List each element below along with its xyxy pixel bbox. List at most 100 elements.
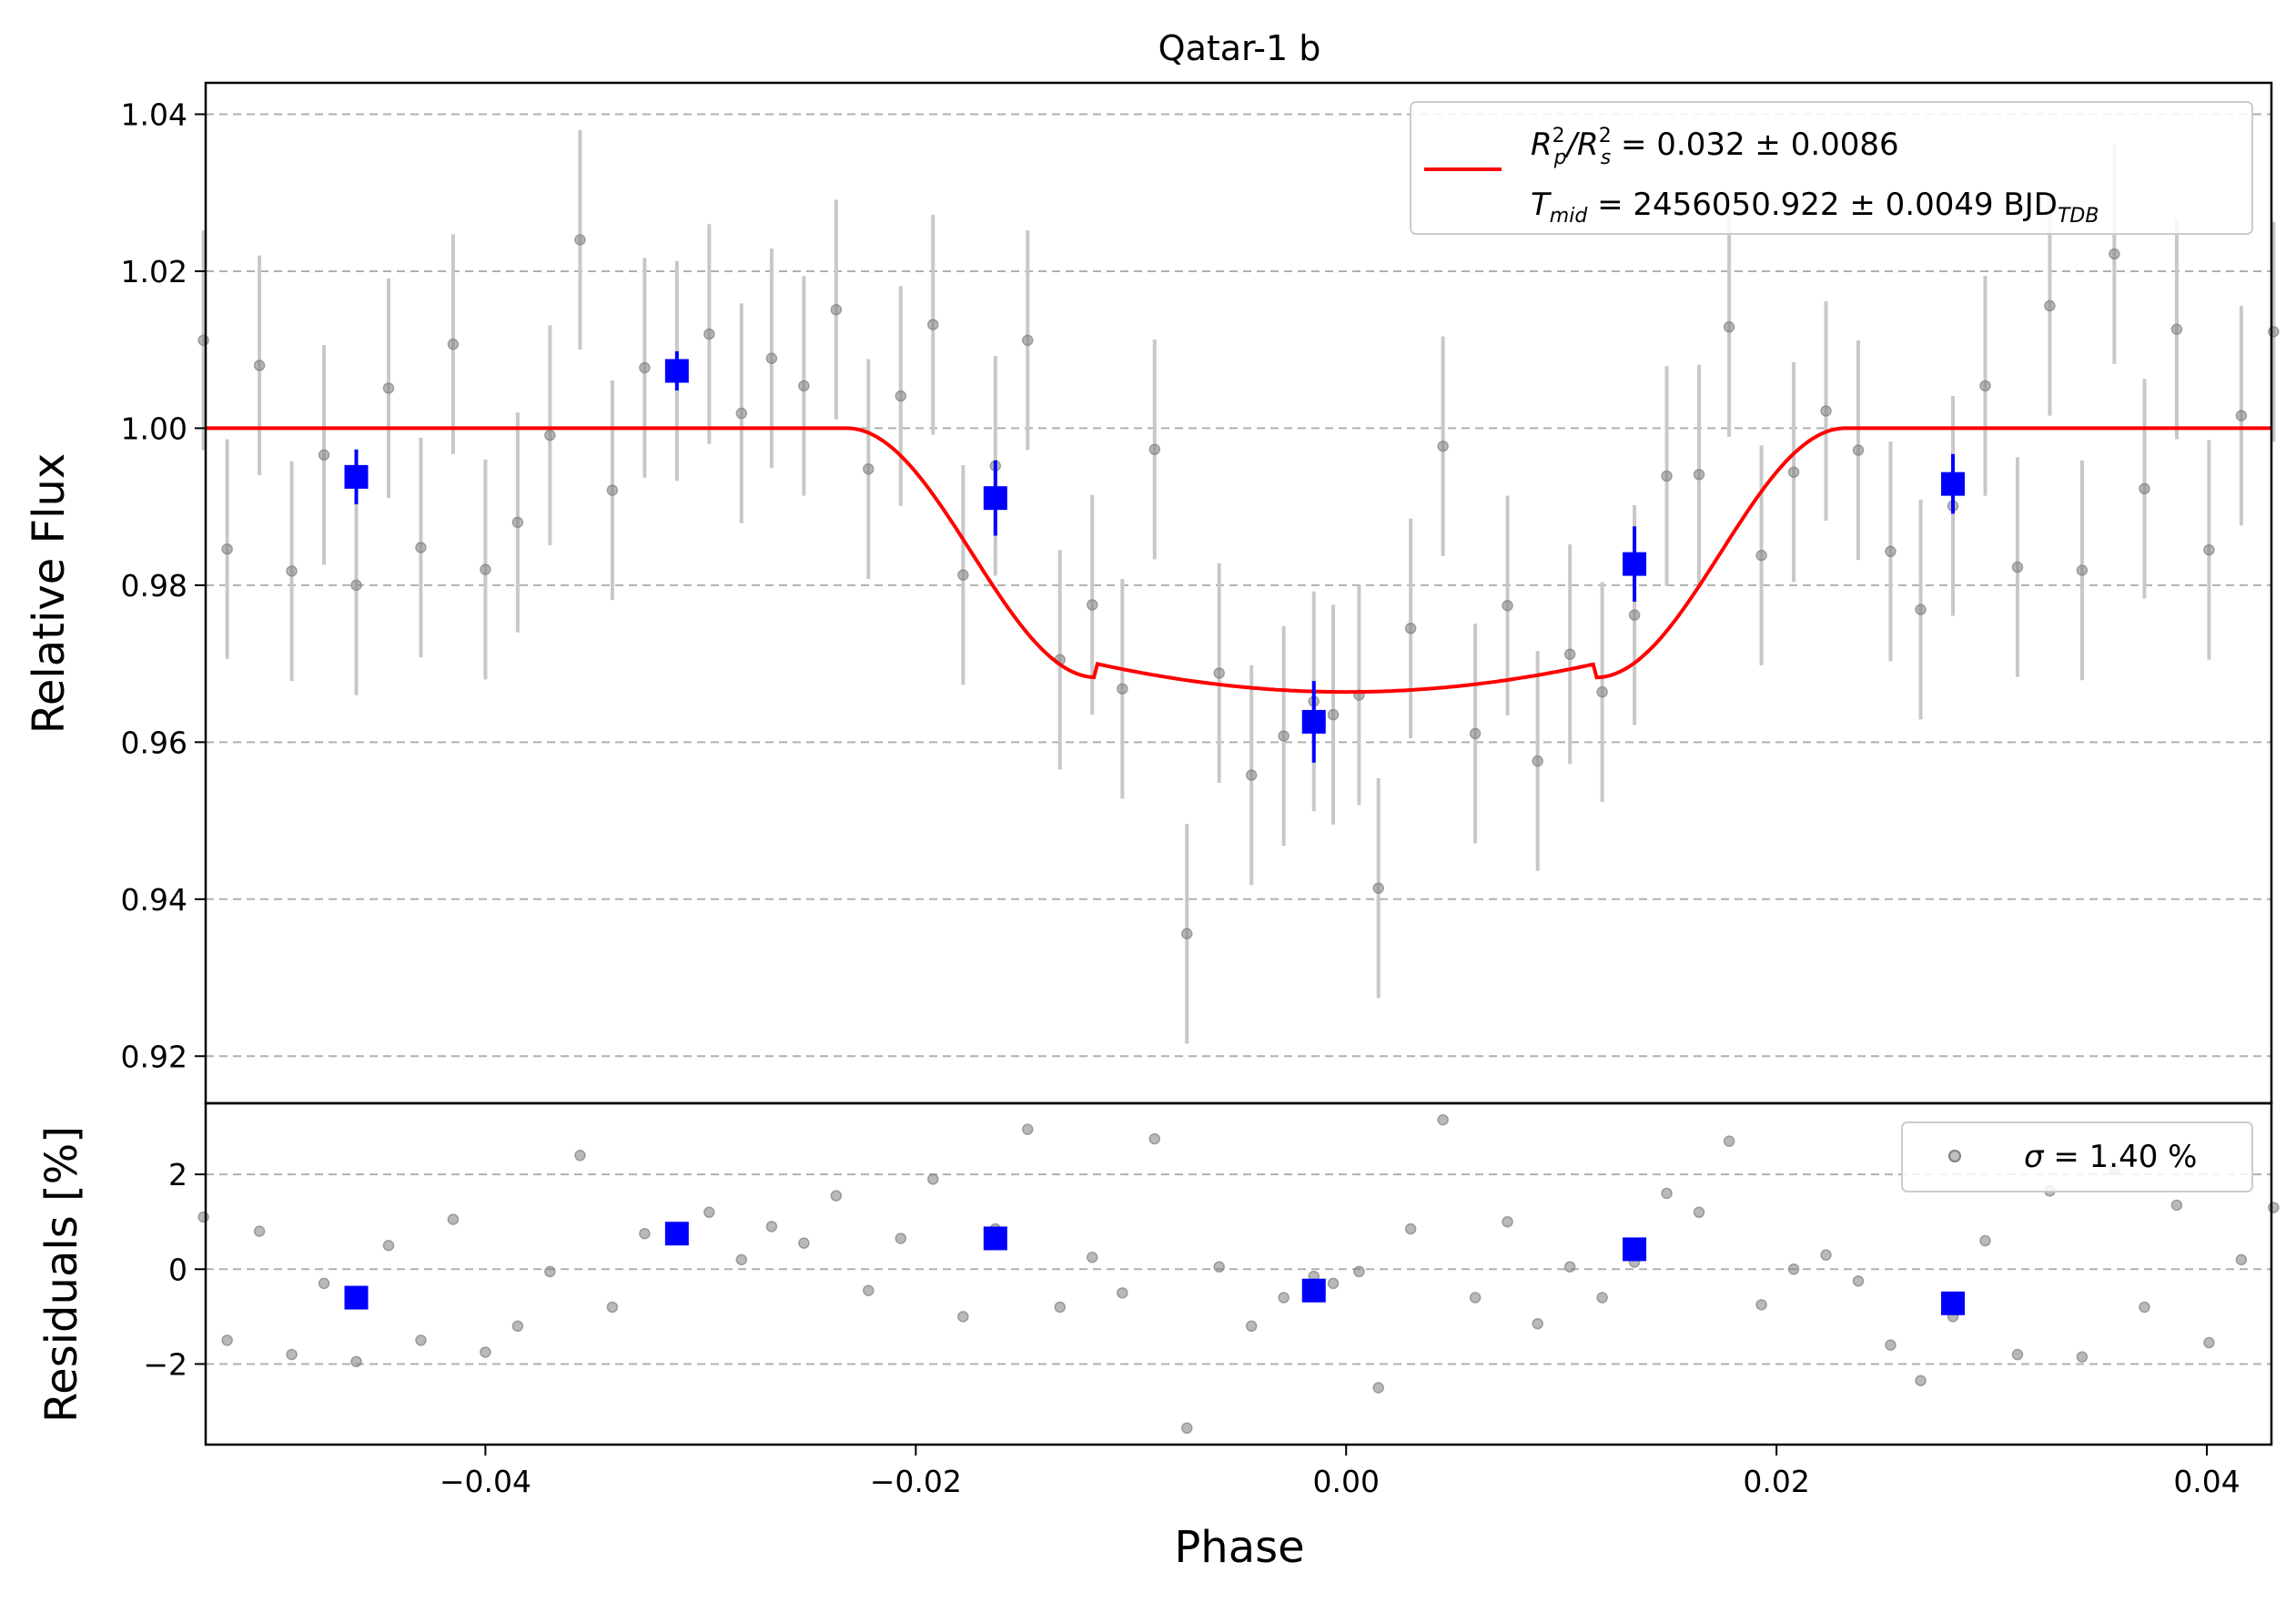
flux-raw-point [318, 449, 330, 461]
residuals-binned-point [1941, 1291, 1966, 1315]
residuals-raw-point [1723, 1135, 1735, 1147]
flux-binned-point [1623, 552, 1647, 576]
flux-legend-box [1410, 101, 2253, 235]
flux-raw-point [1787, 466, 1800, 478]
residuals-legend-swatch [1948, 1150, 1961, 1162]
residuals-raw-point [1327, 1277, 1340, 1290]
residuals-raw-point [511, 1320, 524, 1333]
flux-legend-depth-entry: R2 p/R2 s = 0.032 ± 0.0086 [1531, 125, 1899, 169]
flux-y-axis-label: Relative Flux [24, 453, 75, 735]
residuals-raw-point [830, 1190, 843, 1202]
flux-raw-point [2139, 482, 2150, 495]
residuals-raw-point [1563, 1261, 1576, 1273]
residuals-raw-point [1755, 1299, 1767, 1311]
residuals-y-axis-label: Residuals [%] [36, 1126, 87, 1423]
residuals-raw-point [318, 1277, 330, 1290]
flux-raw-point [480, 563, 491, 575]
flux-raw-point [798, 380, 810, 392]
residuals-y-ticks: −2 0 2 [143, 1157, 206, 1382]
flux-raw-points [197, 129, 2280, 1044]
residuals-raw-point [1979, 1234, 1991, 1247]
flux-raw-point [253, 360, 266, 371]
legend-depth-sup1: 2 [1553, 125, 1565, 147]
residuals-y-tick-label: 2 [168, 1157, 187, 1192]
flux-raw-point [2203, 543, 2215, 556]
residuals-binned-point [344, 1285, 369, 1310]
residuals-raw-point [1353, 1265, 1365, 1278]
phase-x-axis-label: Phase [1174, 1522, 1304, 1573]
residuals-raw-point [447, 1213, 460, 1225]
legend-tmid-value: = 2456050.922 ± 0.0049 BJD [1587, 187, 2058, 223]
residuals-binned-points [344, 1222, 1966, 1315]
flux-raw-point [415, 542, 427, 553]
phase-x-tick-label: −0.02 [870, 1464, 962, 1499]
residuals-raw-point [1086, 1252, 1098, 1263]
legend-depth-sub1: p [1553, 147, 1567, 169]
flux-raw-point [1723, 320, 1735, 333]
phase-x-tick-label: 0.04 [2173, 1464, 2240, 1499]
residuals-raw-point [765, 1221, 778, 1233]
legend-depth-r1: R [1531, 127, 1553, 163]
residuals-raw-point [2011, 1348, 2024, 1361]
residuals-raw-point [2076, 1351, 2089, 1363]
flux-raw-point [1915, 604, 1927, 615]
residuals-raw-point [1885, 1339, 1896, 1351]
residuals-raw-point [2139, 1301, 2150, 1314]
flux-raw-point [895, 390, 907, 402]
flux-raw-point [447, 338, 460, 350]
flux-y-tick-label: 0.98 [121, 568, 187, 604]
flux-panel: 0.92 0.94 0.96 0.98 1.00 1.02 1.04 Relative Fl… [24, 81, 2280, 1105]
residuals-raw-point [350, 1355, 362, 1368]
flux-raw-point [382, 382, 395, 394]
residuals-binned-point [664, 1222, 689, 1246]
flux-raw-point [2044, 299, 2056, 312]
residuals-raw-point [221, 1334, 233, 1346]
residuals-raw-point [2235, 1253, 2248, 1266]
flux-raw-point [1693, 469, 1705, 481]
flux-raw-point [926, 319, 939, 330]
residuals-raw-point [1693, 1206, 1705, 1219]
flux-binned-point [344, 464, 369, 489]
flux-raw-point [1820, 405, 1832, 417]
phase-x-ticks: −0.04 −0.02 0.00 0.02 0.04 [440, 1445, 2240, 1499]
flux-legend: R2 p/R2 s = 0.032 ± 0.0086 Tmid = 2456050.… [1410, 101, 2253, 235]
residuals-raw-point [286, 1348, 298, 1361]
flux-raw-point [574, 234, 586, 246]
flux-binned-point [664, 359, 689, 383]
legend-depth-value: = 0.032 ± 0.0086 [1611, 127, 1899, 163]
residuals-raw-point [1054, 1301, 1066, 1314]
flux-raw-point [2235, 410, 2248, 421]
residuals-raw-point [2203, 1336, 2215, 1349]
flux-raw-point [1628, 609, 1641, 621]
residuals-raw-point [1022, 1123, 1034, 1135]
residuals-raw-point [1596, 1292, 1608, 1304]
flux-raw-point [1245, 769, 1258, 781]
flux-legend-tmid-entry: Tmid = 2456050.922 ± 0.0049 BJDTDB [1531, 187, 2099, 228]
residuals-raw-point [574, 1150, 586, 1162]
flux-raw-point [830, 303, 843, 316]
flux-raw-point [2076, 564, 2089, 576]
flux-binned-point [983, 486, 1007, 511]
flux-raw-point [1086, 599, 1098, 611]
legend-depth-sub2: s [1601, 147, 1611, 169]
residuals-raw-point [1117, 1287, 1128, 1299]
phase-x-tick-label: −0.04 [440, 1464, 531, 1499]
residuals-raw-point [382, 1240, 395, 1252]
flux-raw-point [2011, 561, 2024, 573]
residuals-raw-point [1661, 1187, 1673, 1200]
flux-raw-point [1117, 683, 1128, 695]
flux-y-tick-label: 0.92 [121, 1039, 187, 1074]
residuals-raw-point [1278, 1292, 1290, 1304]
flux-y-tick-label: 1.02 [121, 254, 187, 289]
phase-x-tick-label: 0.00 [1312, 1464, 1379, 1499]
legend-tmid-t: T [1531, 187, 1552, 223]
flux-binned-point [1941, 472, 1966, 496]
legend-depth-sup2: 2 [1599, 125, 1612, 147]
residuals-binned-point [1301, 1278, 1326, 1303]
legend-tmid-sub: mid [1550, 205, 1589, 228]
flux-y-tick-label: 0.94 [121, 882, 187, 918]
residuals-raw-point [197, 1211, 209, 1223]
residuals-raw-point [480, 1346, 491, 1358]
residuals-raw-point [606, 1301, 619, 1314]
